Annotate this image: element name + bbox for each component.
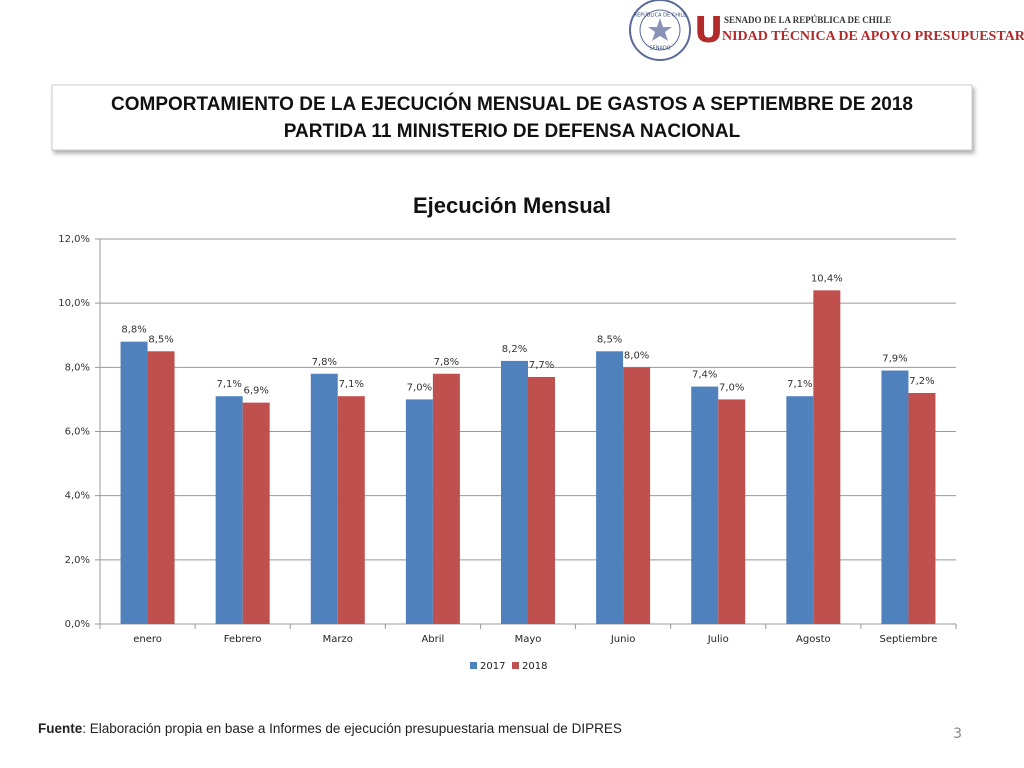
bar <box>310 373 338 624</box>
y-tick-label: 0,0% <box>65 619 90 630</box>
bar <box>908 393 936 624</box>
bar <box>120 341 148 624</box>
org-line-1: SENADO DE LA REPÚBLICA DE CHILE <box>724 15 891 25</box>
bar <box>691 386 719 624</box>
value-label: 8,5% <box>597 334 622 345</box>
x-tick-label: enero <box>133 634 162 645</box>
bar <box>215 396 243 624</box>
slide-title: COMPORTAMIENTO DE LA EJECUCIÓN MENSUAL D… <box>111 93 913 115</box>
slide-subtitle: PARTIDA 11 MINISTERIO DE DEFENSA NACIONA… <box>284 121 741 142</box>
bar <box>623 367 651 624</box>
seal-star <box>648 18 672 41</box>
bar <box>405 399 433 624</box>
bar <box>786 396 814 624</box>
y-tick-label: 8,0% <box>65 362 90 373</box>
x-tick-label: Junio <box>610 634 636 645</box>
value-label: 7,7% <box>529 360 554 371</box>
seal-top: REPÚBLICA DE CHILE <box>634 12 687 19</box>
bar <box>337 396 365 624</box>
chart-title: Ejecución Mensual <box>413 193 611 218</box>
x-tick-label: Marzo <box>323 634 353 645</box>
bar <box>432 373 460 624</box>
footer-source: Fuente: Elaboración propia en base a Inf… <box>38 721 622 736</box>
x-tick-label: Mayo <box>515 634 542 645</box>
bar <box>528 376 555 624</box>
x-tick-label: Febrero <box>224 634 262 645</box>
y-tick-label: 6,0% <box>65 427 90 438</box>
bar <box>596 351 624 624</box>
value-label: 6,9% <box>243 386 268 397</box>
x-tick-label: Abril <box>421 634 444 645</box>
value-label: 7,9% <box>882 354 907 365</box>
value-label: 7,1% <box>787 379 812 390</box>
source-label: Fuente <box>38 721 83 736</box>
page-number: 3 <box>953 726 962 742</box>
bar <box>147 351 175 624</box>
value-label: 7,2% <box>909 376 934 387</box>
bar <box>813 290 841 624</box>
value-label: 7,0% <box>719 382 744 393</box>
value-label: 8,8% <box>121 325 146 336</box>
org-line-2: NIDAD TÉCNICA DE APOYO PRESUPUESTARIO <box>722 27 1024 44</box>
legend-swatch <box>512 662 519 669</box>
y-tick-label: 12,0% <box>58 234 90 245</box>
legend-label: 2018 <box>522 661 547 672</box>
y-tick-label: 2,0% <box>65 555 90 566</box>
legend-swatch <box>470 662 477 669</box>
x-tick-label: Agosto <box>796 634 831 645</box>
seal-inner <box>639 9 681 51</box>
bar <box>242 402 270 624</box>
bar <box>501 360 528 624</box>
value-label: 8,0% <box>624 350 649 361</box>
y-tick-label: 10,0% <box>58 298 90 309</box>
value-label: 8,5% <box>148 334 173 345</box>
value-label: 7,1% <box>339 379 364 390</box>
value-label: 10,4% <box>811 273 843 284</box>
bar <box>881 370 909 624</box>
logo: REPÚBLICA DE CHILE SENADO U SENADO DE LA… <box>629 0 1024 61</box>
value-label: 7,0% <box>407 382 432 393</box>
value-label: 7,1% <box>216 379 241 390</box>
logo-initial: U <box>694 10 723 51</box>
y-tick-label: 4,0% <box>65 491 90 502</box>
x-tick-label: Septiembre <box>880 634 938 645</box>
value-label: 7,8% <box>312 357 337 368</box>
value-label: 7,8% <box>434 357 459 368</box>
source-text: : Elaboración propia en base a Informes … <box>82 721 622 736</box>
legend-label: 2017 <box>480 661 505 672</box>
title-box <box>51 84 973 151</box>
bar <box>718 399 746 624</box>
value-label: 8,2% <box>502 344 527 355</box>
value-label: 7,4% <box>692 370 717 381</box>
x-tick-label: Julio <box>707 634 729 645</box>
seal-bottom: SENADO <box>649 46 670 52</box>
